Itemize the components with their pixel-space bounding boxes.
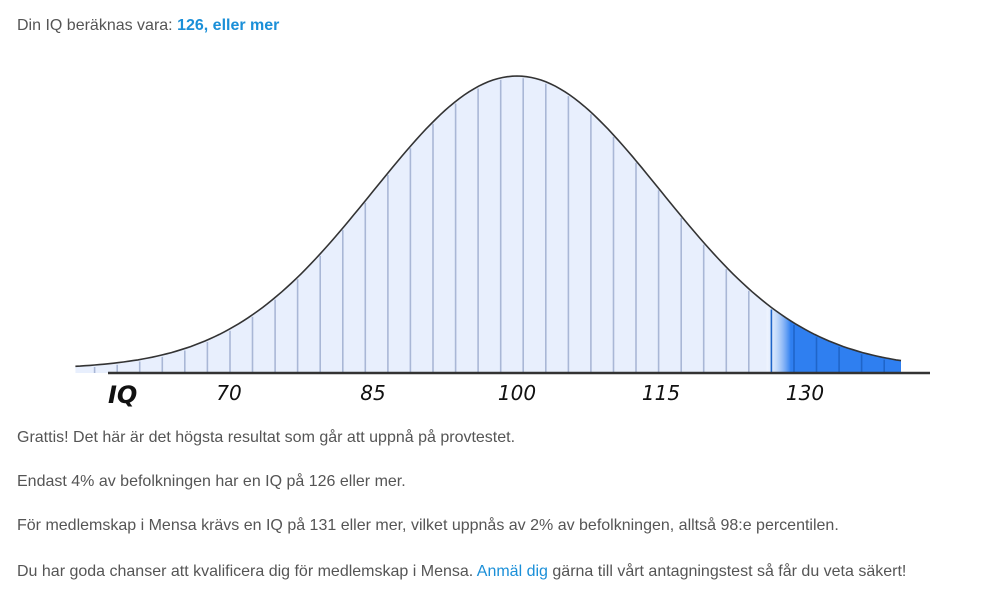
population-percentage-text: Endast 4% av befolkningen har en IQ på 1… — [17, 473, 406, 490]
iq-bell-curve: IQ 70 85 100 115 130 — [75, 75, 930, 409]
iq-result-value: 126, eller mer — [177, 17, 280, 34]
highlight-area — [766, 303, 901, 373]
register-link[interactable]: Anmäl dig — [476, 563, 548, 580]
x-tick-label: 130 — [786, 381, 824, 405]
curve-outline — [75, 75, 902, 368]
x-tick-label: 115 — [642, 381, 680, 405]
mensa-chance-text-end: gärna till vårt antagningstest så får du… — [552, 563, 907, 580]
x-tick-label: 70 — [216, 381, 241, 405]
x-tick-label: 100 — [498, 381, 536, 405]
mensa-requirement-text: För medlemskap i Mensa krävs en IQ på 13… — [17, 517, 839, 534]
congrats-text: Grattis! Det här är det högsta resultat … — [17, 429, 516, 446]
x-axis-label: IQ — [108, 381, 137, 409]
mensa-chance-text: Du har goda chanser att kvalificera dig … — [17, 563, 906, 581]
mensa-chance-text-start: Du har goda chanser att kvalificera dig … — [17, 563, 474, 580]
iq-result-line: Din IQ beräknas vara: 126, eller mer — [17, 17, 279, 35]
iq-result-label: Din IQ beräknas vara: — [17, 17, 173, 34]
x-tick-label: 85 — [360, 381, 385, 405]
curve-area — [75, 76, 901, 373]
iq-distribution-chart: IQ 70 85 100 115 130 — [0, 60, 999, 420]
